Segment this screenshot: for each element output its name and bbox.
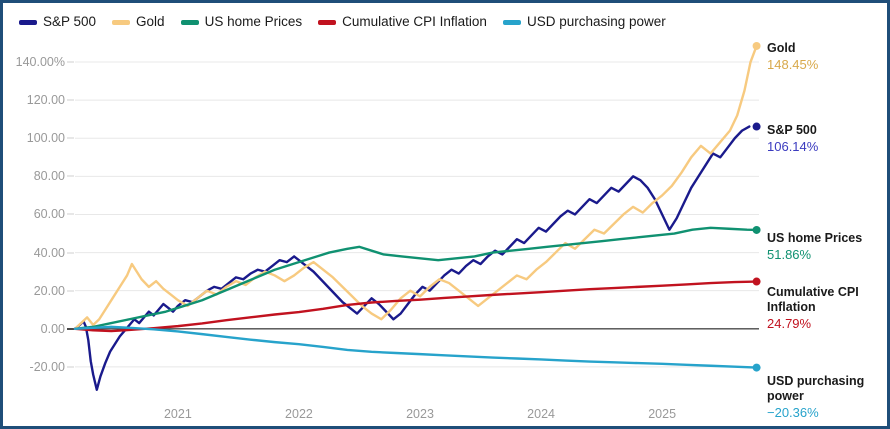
legend-swatch-sp500 <box>19 19 37 25</box>
legend-item-label: Cumulative CPI Inflation <box>342 14 487 30</box>
series-line[interactable] <box>73 325 758 369</box>
series-end-label-name: US home Prices <box>767 231 863 245</box>
x-axis-tick-label: 2024 <box>527 407 555 421</box>
series-end-label-value: −20.36% <box>767 404 819 420</box>
series-group <box>73 41 761 391</box>
series-endpoint-marker[interactable] <box>752 225 761 234</box>
y-axis-tick-label: 0.00 <box>40 321 65 336</box>
series-line[interactable] <box>73 44 758 330</box>
series-end-label: Gold 148.45% <box>767 41 887 72</box>
series-line[interactable] <box>73 226 758 330</box>
series-end-label: S&P 500 106.14% <box>767 123 887 154</box>
series-end-label: USD purchasing power −20.36% <box>767 374 887 420</box>
legend-item[interactable]: US home Prices <box>180 14 303 30</box>
y-axis-tick-label: 80.00 <box>33 169 65 184</box>
legend-item-label: S&P 500 <box>43 14 97 30</box>
legend-item-label: US home Prices <box>204 14 303 30</box>
series-end-label-name: USD purchasing power <box>767 374 865 403</box>
legend-swatch-cpi <box>318 19 337 25</box>
legend-item-label: Gold <box>136 14 165 30</box>
y-axis-tick-mark <box>67 61 74 63</box>
y-axis-tick-label: 20.00 <box>33 283 65 298</box>
series-endpoint-marker[interactable] <box>752 41 761 50</box>
chart-legend: S&P 500 Gold US home Prices Cumulative CPI … <box>19 11 666 33</box>
y-axis-tick-label: -20.00 <box>29 359 65 374</box>
series-end-label: Cumulative CPI Inflation 24.79% <box>767 285 887 331</box>
y-axis-tick-label: 140.00% <box>15 55 65 70</box>
y-axis-tick-label: 100.00 <box>26 131 65 146</box>
y-axis-tick-mark <box>67 290 74 292</box>
legend-item[interactable]: S&P 500 <box>19 15 96 29</box>
y-axis-tick-label: 40.00 <box>33 245 65 260</box>
y-axis-tick-mark <box>67 252 74 254</box>
legend-item-label: USD purchasing power <box>526 14 666 30</box>
y-axis-tick-mark <box>67 137 74 139</box>
plot-area <box>73 41 761 405</box>
series-endpoint-marker[interactable] <box>752 363 761 372</box>
legend-item[interactable]: USD purchasing power <box>502 14 666 30</box>
series-endpoint-marker[interactable] <box>752 122 761 131</box>
x-axis-tick-label: 2025 <box>648 407 677 421</box>
x-axis-tick-label: 2021 <box>163 407 192 421</box>
y-axis-tick-label: 120.00 <box>26 93 65 108</box>
legend-swatch-usd <box>502 19 521 25</box>
x-axis-tick-label: 2022 <box>285 407 313 421</box>
series-end-label-name: S&P 500 <box>767 123 817 137</box>
y-axis-tick-mark <box>67 366 74 368</box>
series-end-label-value: 148.45% <box>767 56 819 72</box>
series-line[interactable] <box>73 280 758 333</box>
y-axis-tick-label: 60.00 <box>33 207 65 222</box>
series-canvas <box>73 41 761 391</box>
y-axis-tick-mark <box>67 327 74 330</box>
legend-item[interactable]: Cumulative CPI Inflation <box>318 15 487 29</box>
x-axis-tick-label: 2023 <box>406 407 434 421</box>
series-end-label-value: 51.86% <box>767 246 812 262</box>
series-end-label-name: Cumulative CPI Inflation <box>767 285 859 314</box>
series-end-label-name: Gold <box>767 41 796 55</box>
series-end-label-value: 24.79% <box>767 315 812 331</box>
legend-item[interactable]: Gold <box>112 15 165 29</box>
legend-swatch-gold <box>112 19 131 25</box>
y-axis-tick-mark <box>67 175 74 177</box>
y-axis-tick-mark <box>67 99 74 101</box>
legend-swatch-home-prices <box>180 19 199 25</box>
series-end-label: US home Prices 51.86% <box>767 231 887 262</box>
y-axis-tick-mark <box>67 213 74 215</box>
series-endpoint-marker[interactable] <box>752 277 761 286</box>
series-end-label-value: 106.14% <box>767 138 819 154</box>
